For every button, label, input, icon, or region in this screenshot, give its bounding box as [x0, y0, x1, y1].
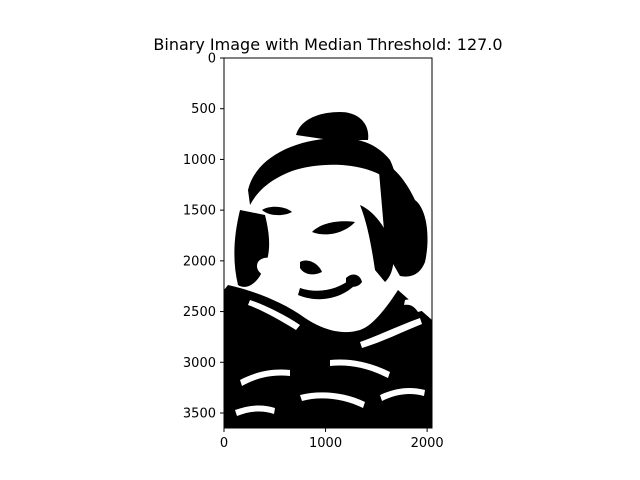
image-headphone-band	[338, 140, 390, 175]
x-tick-label: 1000	[309, 436, 342, 451]
image-eye-right	[312, 221, 355, 235]
image-texture-2	[360, 318, 422, 348]
axes-frame	[223, 57, 433, 429]
image-cheek-spot	[256, 257, 281, 277]
image-texture-6	[380, 387, 425, 401]
y-tick-label: 3000	[183, 356, 216, 371]
y-tick-label: 2000	[183, 254, 216, 269]
y-tick-label: 2500	[183, 305, 216, 320]
image-face-shadow-right	[360, 205, 394, 282]
image-texture-7	[235, 405, 275, 416]
y-tick-label: 0	[208, 52, 216, 67]
binary-image	[224, 58, 432, 428]
image-mouth	[298, 278, 358, 300]
chart-title: Binary Image with Median Threshold: 127.…	[153, 35, 502, 54]
image-texture-1	[248, 300, 300, 330]
x-tick-label: 0	[220, 436, 228, 451]
image-mouth-corner	[346, 274, 362, 287]
x-ticks: 0 1000 2000	[220, 428, 444, 451]
y-tick-label: 1000	[183, 153, 216, 168]
image-texture-4	[240, 369, 290, 386]
y-tick-label: 3500	[183, 406, 216, 421]
image-nose	[300, 260, 322, 275]
y-tick-label: 500	[191, 102, 216, 117]
y-ticks: 0 500 1000 1500 2000 2500 3000 3500	[183, 52, 224, 421]
y-tick-label: 1500	[183, 204, 216, 219]
image-texture-5	[300, 392, 365, 408]
x-tick-label: 2000	[411, 436, 444, 451]
image-texture-8	[404, 299, 425, 312]
image-collar-left	[224, 285, 432, 428]
image-eye-left	[262, 206, 292, 216]
image-texture-3	[330, 359, 390, 378]
image-hair-bun	[296, 112, 369, 140]
